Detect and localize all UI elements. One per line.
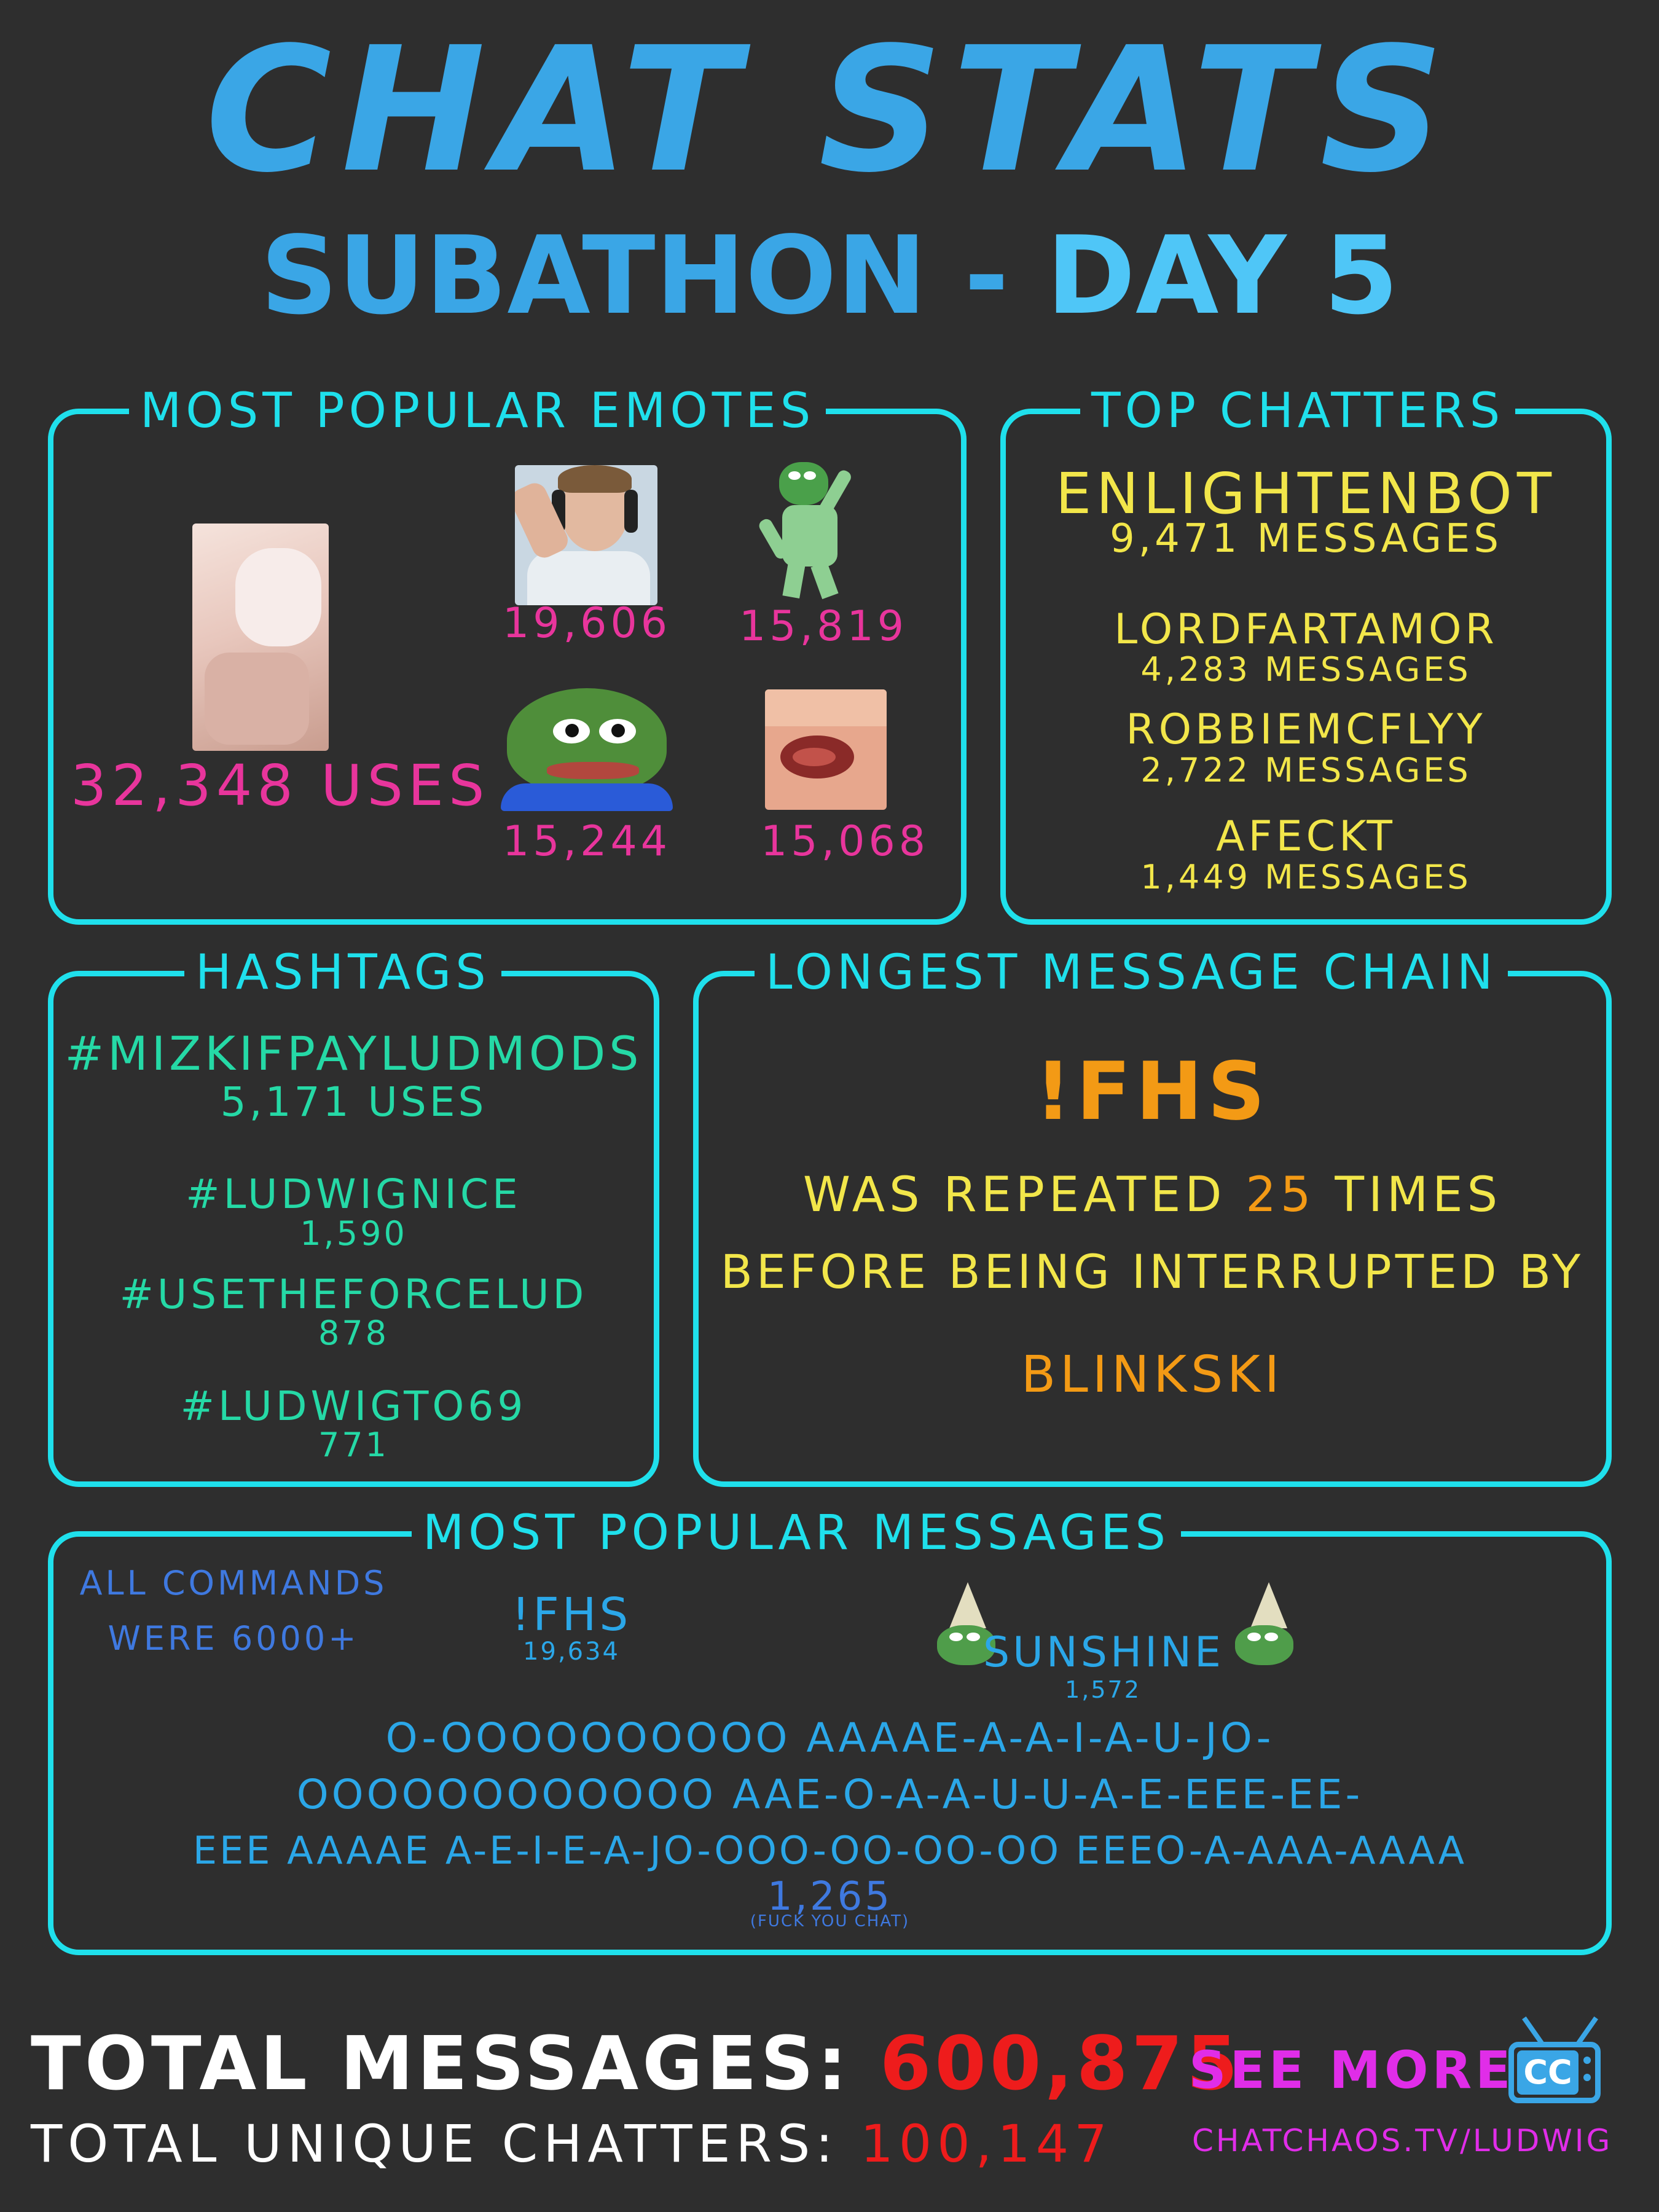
chatters-title: TOP CHATTERS: [1080, 383, 1516, 439]
message-sunshine-count: 1,572: [1065, 1676, 1141, 1703]
gnome-pepe-right-icon: [1232, 1582, 1300, 1668]
commands-note-line-1: ALL COMMANDS: [79, 1564, 388, 1602]
long-message-line-1: O-OOOOOOOOOO AAAAE-A-A-I-A-U-JO-: [385, 1714, 1274, 1762]
hashtag-2: #LUDWIGNICE: [186, 1171, 522, 1218]
chain-line-2: BEFORE BEING INTERRUPTED BY: [720, 1244, 1585, 1299]
total-unique-chatters: TOTAL UNIQUE CHATTERS: 100,147: [31, 2114, 1113, 2174]
long-message-line-2: OOOOOOOOOOOO AAE-O-A-A-U-U-A-E-EEE-EE-: [296, 1771, 1363, 1818]
hashtag-4: #LUDWIGTO69: [180, 1382, 527, 1430]
hashtag-1: #MIZKIFPAYLUDMODS: [65, 1026, 643, 1081]
chain-repeat-count: 25: [1245, 1167, 1316, 1223]
pepe-angry-emote-icon: [501, 688, 673, 811]
total-messages-value: 600,875: [879, 2022, 1242, 2107]
chatter-2-count: 4,283 MESSAGES: [1140, 650, 1472, 689]
chain-interrupter: BLINKSKI: [1021, 1346, 1284, 1404]
message-sunshine: SUNSHINE: [983, 1628, 1224, 1677]
cat-emote-icon: [192, 524, 329, 751]
emote-count-3: 15,244: [503, 817, 671, 866]
unique-chatters-value: 100,147: [860, 2114, 1113, 2174]
hashtag-1-count: 5,171 USES: [220, 1078, 487, 1126]
total-messages: TOTAL MESSAGES: 600,875: [31, 2022, 1241, 2107]
unique-chatters-label: TOTAL UNIQUE CHATTERS:: [31, 2114, 839, 2174]
see-more-label: SEE MORE: [1189, 2040, 1515, 2100]
chain-line-1-start: WAS REPEATED: [802, 1167, 1226, 1223]
message-fhs-count: 19,634: [523, 1637, 620, 1666]
emote-count-2: 15,819: [739, 602, 908, 651]
hashtag-2-count: 1,590: [300, 1214, 407, 1253]
message-fhs: !FHS: [511, 1588, 632, 1641]
long-message-note: (FUCK YOU CHAT): [750, 1912, 910, 1931]
chain-title: LONGEST MESSAGE CHAIN: [755, 945, 1508, 1000]
chatter-1-name: ENLIGHTENBOT: [1055, 461, 1557, 527]
subtitle-prefix: SUBATHON -: [260, 214, 1009, 339]
hashtags-title: HASHTAGS: [184, 945, 501, 1000]
chatter-3-name: ROBBIEMCFLYY: [1126, 705, 1486, 754]
emotes-title: MOST POPULAR EMOTES: [129, 383, 826, 439]
total-messages-label: TOTAL MESSAGES:: [31, 2022, 851, 2107]
chain-line-1-end: TIMES: [1335, 1167, 1502, 1223]
emote-count-1: 19,606: [503, 599, 671, 648]
hashtag-4-count: 771: [318, 1426, 390, 1464]
long-message-line-3: EEE AAAAE A-E-I-E-A-JO-OOO-OO-OO-OO EEEO…: [192, 1828, 1467, 1873]
emote-count-4: 15,068: [761, 817, 929, 866]
pepe-dance-emote-icon: [755, 462, 877, 603]
chain-message: !FHS: [1035, 1045, 1270, 1138]
hashtag-3-count: 878: [318, 1314, 390, 1352]
chatter-4-count: 1,449 MESSAGES: [1140, 858, 1472, 896]
chatchaos-logo-icon: CC: [1508, 2012, 1613, 2104]
chatter-3-count: 2,722 MESSAGES: [1140, 751, 1472, 790]
salute-streamer-emote-icon: [515, 465, 657, 605]
main-title: CHAT STATS: [205, 10, 1454, 211]
logo-text: CC: [1517, 2050, 1579, 2095]
mouth-closeup-emote-icon: [765, 689, 887, 810]
commands-note-line-2: WERE 6000+: [108, 1619, 359, 1658]
subtitle: SUBATHON - DAY 5: [0, 215, 1659, 338]
chatter-4-name: AFECKT: [1216, 812, 1396, 861]
hashtag-3: #USETHEFORCELUD: [119, 1271, 588, 1318]
top-emote-uses: 32,348 USES: [71, 753, 490, 818]
subtitle-day: DAY 5: [1046, 214, 1399, 339]
gnome-pepe-left-icon: [931, 1582, 998, 1668]
chain-line-1: WAS REPEATED 25 TIMES: [693, 1167, 1612, 1223]
chatter-2-name: LORDFARTAMOR: [1114, 605, 1498, 654]
long-message-count: 1,265: [767, 1874, 893, 1920]
chatter-1-count: 9,471 MESSAGES: [1110, 516, 1502, 562]
chatchaos-link[interactable]: CHATCHAOS.TV/LUDWIG: [1192, 2123, 1613, 2159]
messages-title: MOST POPULAR MESSAGES: [412, 1505, 1182, 1561]
